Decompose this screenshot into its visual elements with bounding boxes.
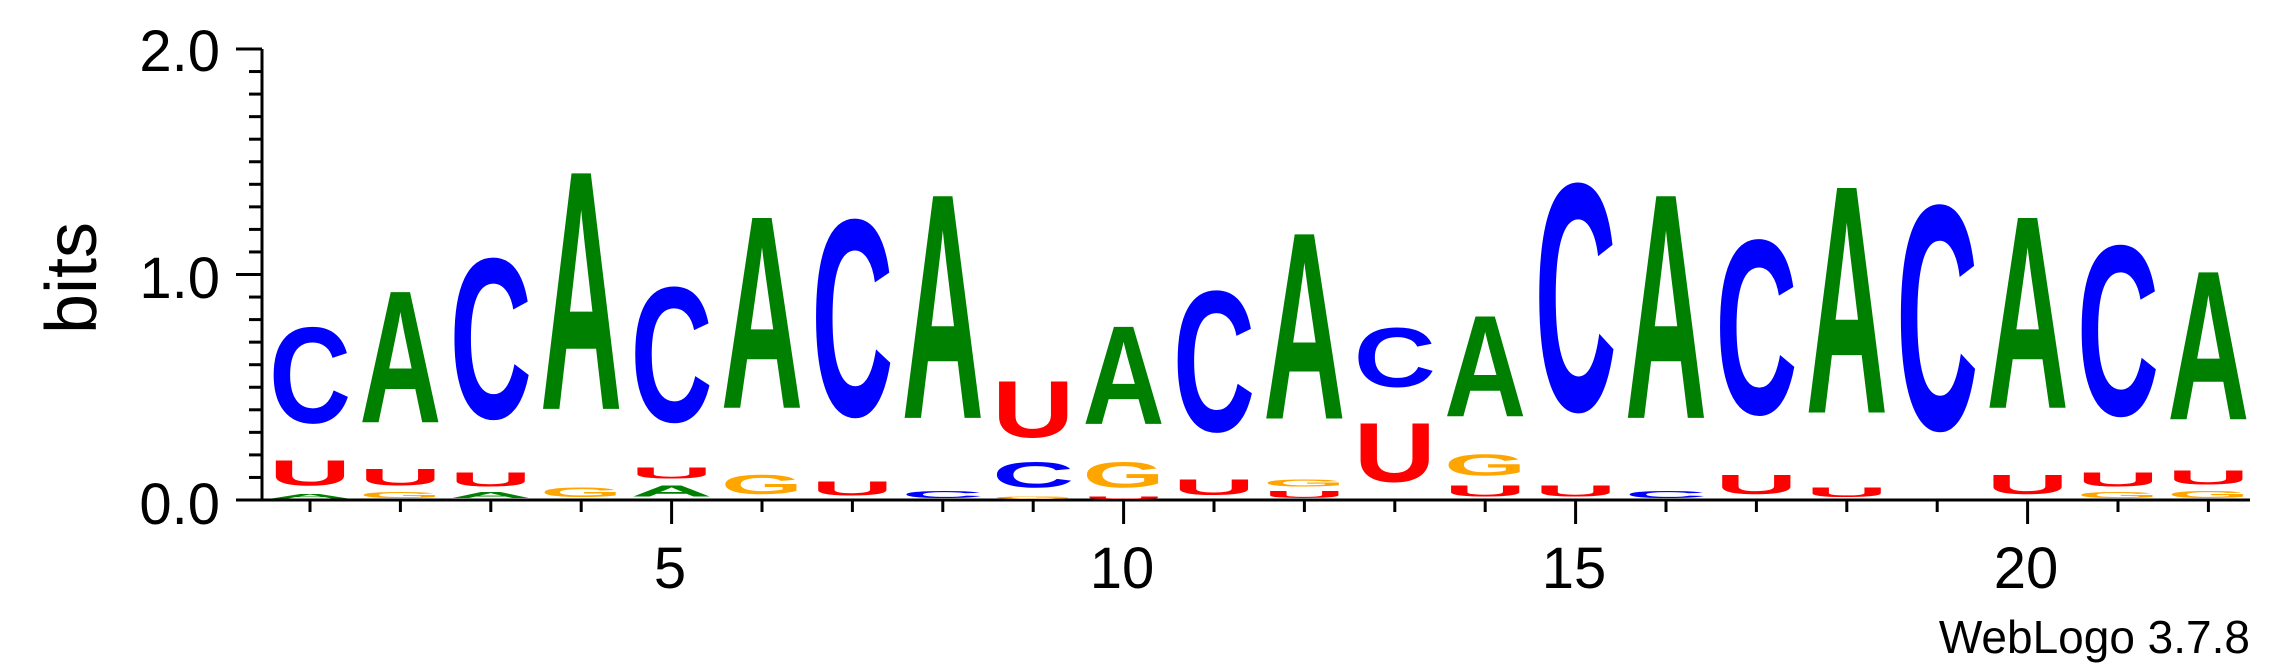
logo-letter-pos19-C: C bbox=[1896, 138, 1978, 498]
logo-letter-pos5-C: C bbox=[631, 247, 713, 463]
logo-letter-pos3-A: A bbox=[450, 491, 532, 500]
logo-letter-pos9-U: U bbox=[992, 364, 1074, 454]
logo-letter-pos17-U: U bbox=[1715, 468, 1797, 500]
logo-letter-pos8-C: C bbox=[902, 489, 984, 500]
footer-credit: WebLogo 3.7.8 bbox=[1939, 611, 2250, 663]
logo-letter-pos20-U: U bbox=[1987, 468, 2069, 500]
logo-letter-pos5-A: A bbox=[631, 482, 713, 500]
logo-letter-pos11-U: U bbox=[1173, 475, 1255, 500]
logo-letter-pos4-G: G bbox=[540, 484, 622, 500]
logo-letter-pos6-A: A bbox=[721, 158, 803, 467]
y-axis-label: bits bbox=[32, 222, 112, 334]
logo-letter-pos1-C: C bbox=[269, 298, 351, 451]
logo-letter-pos12-U: U bbox=[1263, 489, 1345, 500]
logo-letter-pos7-U: U bbox=[811, 478, 893, 500]
logo-letter-pos3-U: U bbox=[450, 469, 532, 491]
logo-letter-pos14-U: U bbox=[1444, 482, 1526, 500]
x-tick-label-5: 5 bbox=[654, 536, 686, 601]
logo-letter-pos5-U: U bbox=[631, 464, 713, 482]
logo-letter-pos21-U: U bbox=[2077, 469, 2159, 491]
logo-letter-pos1-U: U bbox=[269, 453, 351, 493]
logo-letter-pos4-A: A bbox=[540, 100, 622, 483]
x-tick-label-20: 20 bbox=[1994, 536, 2059, 601]
logo-letter-pos16-A: A bbox=[1625, 127, 1707, 487]
logo-letter-pos16-C: C bbox=[1625, 489, 1707, 500]
x-axis: 5 10 15 20 bbox=[262, 498, 2250, 601]
logo-letter-pos14-G: G bbox=[1444, 448, 1526, 482]
logo-letter-pos21-G: G bbox=[2077, 491, 2159, 500]
y-ticks bbox=[236, 47, 262, 502]
logo-letter-pos13-U: U bbox=[1354, 405, 1436, 500]
y-tick-label-2: 2.0 bbox=[139, 19, 220, 84]
logo-letter-pos8-A: A bbox=[902, 127, 984, 487]
logo-letter-pos9-G: G bbox=[992, 495, 1074, 500]
logo-letter-pos2-G: G bbox=[359, 491, 441, 500]
logo-letter-pos10-G: G bbox=[1083, 455, 1165, 495]
logo-letter-pos10-U: U bbox=[1083, 496, 1165, 501]
logo-letter-pos3-C: C bbox=[450, 211, 532, 467]
logo-letter-pos21-C: C bbox=[2077, 196, 2159, 468]
logo-letter-pos15-C: C bbox=[1535, 115, 1617, 480]
logo-letter-pos22-A: A bbox=[2167, 227, 2249, 465]
logo-letter-pos15-U: U bbox=[1535, 482, 1617, 500]
logo-letter-pos7-C: C bbox=[811, 160, 893, 476]
logo-letter-pos20-A: A bbox=[1987, 158, 2069, 467]
logo-letter-pos10-A: A bbox=[1083, 297, 1165, 454]
y-tick-label-0: 0.0 bbox=[139, 472, 220, 537]
logo-letter-pos14-A: A bbox=[1444, 285, 1526, 448]
logo-letter-pos13-C: C bbox=[1354, 311, 1436, 406]
y-axis: 0.0 1.0 2.0 bits bbox=[32, 19, 264, 537]
logo-letter-pos2-U: U bbox=[359, 464, 441, 491]
logo-letter-pos22-G: G bbox=[2167, 489, 2249, 500]
logo-letter-pos12-A: A bbox=[1263, 176, 1345, 475]
x-ticks bbox=[308, 500, 2210, 524]
logo-letter-pos11-C: C bbox=[1173, 249, 1255, 474]
logo-letter-pos12-G: G bbox=[1263, 477, 1345, 488]
logo-letter-pos18-A: A bbox=[1806, 117, 1888, 482]
logo-letter-pos17-C: C bbox=[1715, 188, 1797, 467]
y-tick-label-1: 1.0 bbox=[139, 246, 220, 311]
logo-letter-pos18-U: U bbox=[1806, 484, 1888, 500]
logo-letter-pos9-C: C bbox=[992, 455, 1074, 495]
logo-letter-pos1-A: A bbox=[269, 493, 351, 500]
x-tick-label-15: 15 bbox=[1542, 536, 1607, 601]
logo-letter-pos2-A: A bbox=[359, 253, 441, 464]
x-tick-label-10: 10 bbox=[1090, 536, 1155, 601]
logo-letter-pos22-U: U bbox=[2167, 466, 2249, 488]
logo-letter-pos6-G: G bbox=[721, 469, 803, 500]
